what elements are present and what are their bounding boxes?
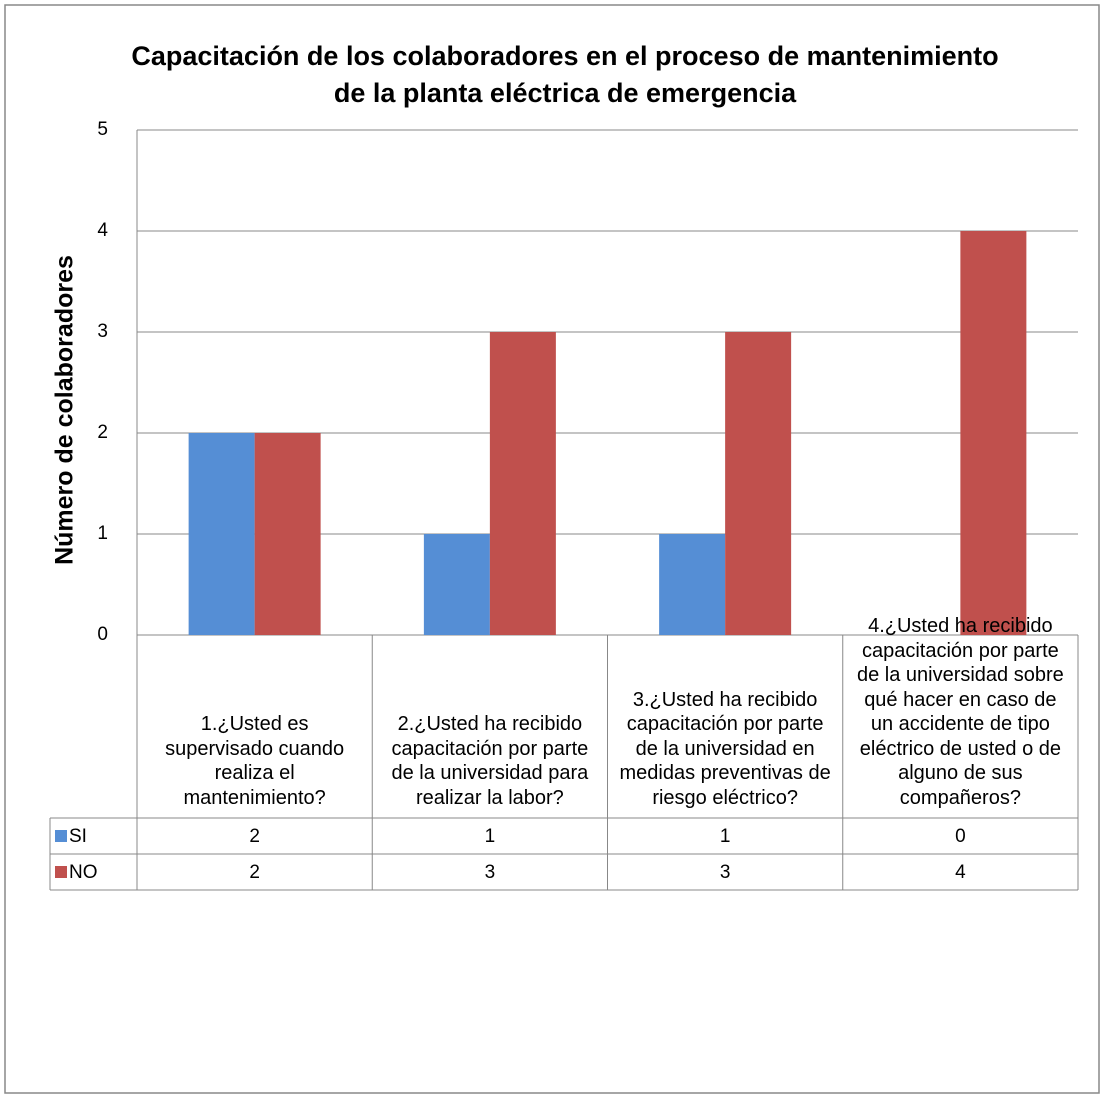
table-value: 4 — [955, 862, 966, 883]
x-tick-label: 4.¿Usted ha recibido capacitación por pa… — [856, 615, 1064, 809]
bar — [659, 534, 726, 635]
table-value: 2 — [249, 862, 260, 883]
chart-title: Capacitación de los colaboradores en el … — [131, 41, 999, 108]
y-tick-label: 5 — [97, 119, 108, 140]
x-tick-label: 2.¿Usted ha recibido capacitación por pa… — [391, 713, 589, 809]
y-axis-label: Número de colaboradores — [51, 255, 79, 565]
y-tick-label: 4 — [97, 220, 108, 241]
x-tick-label: 3.¿Usted ha recibido capacitación por pa… — [619, 688, 831, 809]
bar — [254, 433, 321, 635]
table-value: 3 — [485, 862, 496, 883]
table-value: 0 — [955, 826, 966, 847]
bar — [725, 332, 792, 635]
bar — [423, 534, 490, 635]
y-tick-label: 2 — [97, 422, 108, 443]
legend-label: SI — [69, 826, 87, 847]
table-value: 1 — [485, 826, 496, 847]
bar — [188, 433, 255, 635]
table-value: 1 — [720, 826, 731, 847]
bar — [960, 231, 1027, 635]
table-value: 2 — [249, 826, 260, 847]
y-tick-label: 3 — [97, 321, 108, 342]
bar — [489, 332, 556, 635]
legend-label: NO — [69, 862, 98, 883]
legend-key — [55, 830, 67, 842]
table-value: 3 — [720, 862, 731, 883]
x-tick-label: 1.¿Usted es supervisado cuando realiza e… — [165, 713, 345, 809]
y-tick-label: 0 — [97, 624, 108, 645]
legend-key — [55, 866, 67, 878]
y-tick-label: 1 — [97, 523, 108, 544]
